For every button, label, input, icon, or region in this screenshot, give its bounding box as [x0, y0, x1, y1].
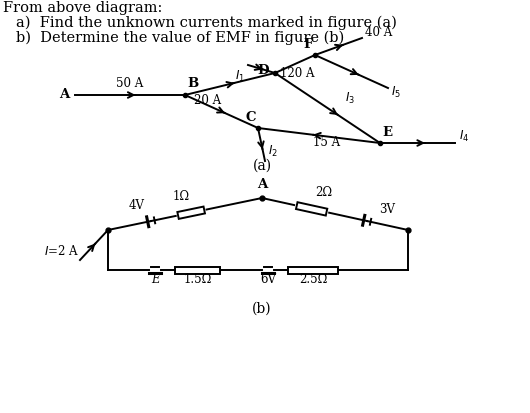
Text: b)  Determine the value of EMF in figure (b): b) Determine the value of EMF in figure …: [16, 31, 344, 45]
Text: 4V: 4V: [129, 199, 145, 212]
Text: From above diagram:: From above diagram:: [3, 1, 162, 15]
Text: a)  Find the unknown currents marked in figure (a): a) Find the unknown currents marked in f…: [16, 16, 397, 31]
Text: 3V: 3V: [379, 203, 395, 216]
Text: $I_5$: $I_5$: [391, 85, 401, 100]
Text: B: B: [187, 77, 198, 90]
Text: A: A: [257, 178, 267, 191]
Text: 1Ω: 1Ω: [173, 190, 190, 203]
Text: 6V: 6V: [260, 273, 276, 286]
Polygon shape: [178, 206, 205, 219]
Text: 15 A: 15 A: [313, 135, 341, 149]
Text: $I_3$: $I_3$: [344, 91, 355, 106]
Text: E: E: [382, 126, 392, 139]
Text: A: A: [59, 88, 69, 102]
Text: $I_4$: $I_4$: [459, 129, 469, 144]
Polygon shape: [296, 202, 328, 216]
Text: E: E: [151, 273, 160, 286]
Text: 120 A: 120 A: [280, 67, 314, 80]
Text: $I_2$: $I_2$: [268, 144, 278, 159]
Text: 1.5Ω: 1.5Ω: [183, 273, 211, 286]
Text: 40 A: 40 A: [365, 26, 392, 39]
Text: F: F: [304, 38, 313, 51]
Bar: [175, 266, 220, 273]
Text: 2Ω: 2Ω: [315, 186, 332, 199]
Text: 50 A: 50 A: [117, 77, 144, 90]
Text: $I$=2 A: $I$=2 A: [45, 244, 80, 258]
Text: D: D: [258, 64, 269, 78]
Text: (b): (b): [252, 302, 272, 316]
Text: 20 A: 20 A: [194, 93, 221, 107]
Text: 2.5Ω: 2.5Ω: [299, 273, 327, 286]
Text: C: C: [245, 111, 256, 124]
Text: (a): (a): [252, 159, 271, 173]
Text: $I_1$: $I_1$: [235, 69, 245, 84]
Bar: [288, 266, 338, 273]
